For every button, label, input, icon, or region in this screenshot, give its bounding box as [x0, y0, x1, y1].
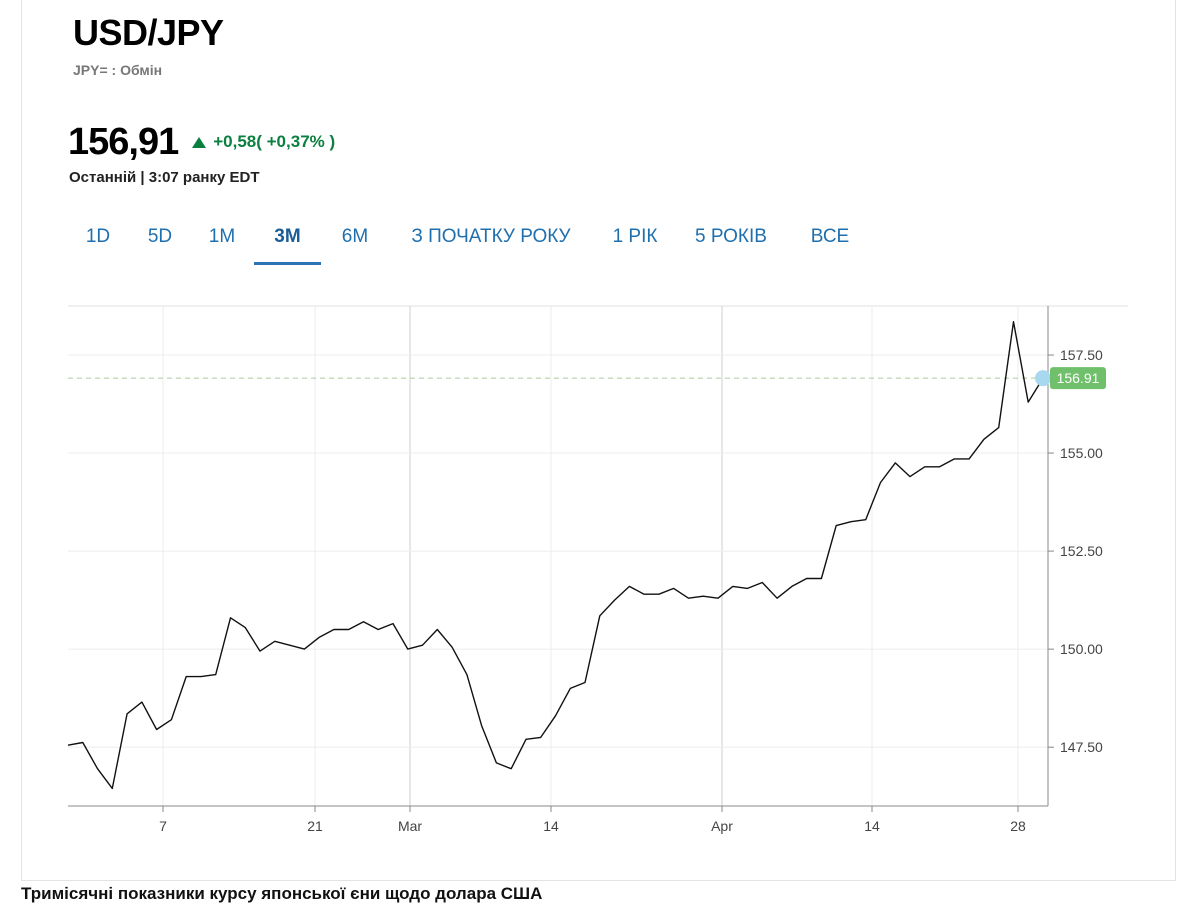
x-tick-label: 7: [159, 818, 167, 834]
page-title: USD/JPY: [73, 12, 224, 53]
x-tick-label: 14: [543, 818, 559, 834]
tab-3m[interactable]: 3M: [254, 218, 321, 265]
price-change-value: +0,58( +0,37% ): [213, 132, 336, 151]
x-tick-label: 28: [1010, 818, 1026, 834]
x-tick-label: Apr: [711, 818, 733, 834]
tab-1y[interactable]: 1 РІК: [612, 226, 658, 247]
price-row: 156,91 +0,58( +0,37% ): [68, 120, 335, 164]
last-price-badge-label: 156.91: [1057, 370, 1100, 386]
tab-5d[interactable]: 5D: [147, 226, 173, 247]
instrument-subtitle: JPY= : Обмін: [73, 62, 163, 78]
y-tick-label: 155.00: [1060, 445, 1103, 461]
x-tick-label: 14: [864, 818, 880, 834]
last-trade-time: Останній | 3:07 ранку EDT: [69, 169, 260, 186]
last-price: 156,91: [68, 120, 179, 163]
x-tick-label: 21: [307, 818, 323, 834]
triangle-up-icon: [192, 136, 207, 148]
y-tick-label: 150.00: [1060, 641, 1103, 657]
last-price-marker: [1035, 370, 1051, 387]
y-tick-label: 157.50: [1060, 347, 1103, 363]
chart-caption: Тримісячні показники курсу японської єни…: [21, 884, 543, 903]
tab-6m[interactable]: 6M: [341, 226, 369, 247]
last-price-badge: [1050, 367, 1106, 390]
price-change: +0,58( +0,37% ): [192, 132, 335, 152]
tab-1m[interactable]: 1M: [208, 226, 236, 247]
y-tick-label: 152.50: [1060, 543, 1103, 559]
tab-1d[interactable]: 1D: [85, 226, 111, 247]
tab-all[interactable]: ВСЕ: [810, 226, 850, 247]
y-tick-label: 147.50: [1060, 739, 1103, 755]
tab-5y[interactable]: 5 РОКІВ: [695, 226, 767, 247]
x-tick-label: Mar: [398, 818, 422, 834]
tab-ytd[interactable]: З ПОЧАТКУ РОКУ: [411, 226, 571, 247]
price-series-line: [67, 321, 1044, 790]
